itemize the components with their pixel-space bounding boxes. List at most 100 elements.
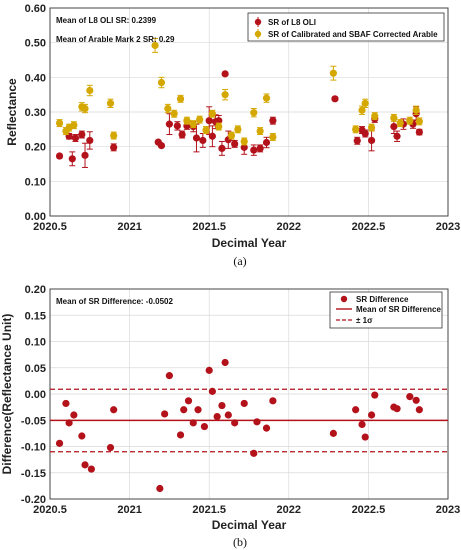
data-point: [269, 117, 277, 125]
data-point: [256, 127, 264, 135]
data-point: [358, 106, 366, 114]
x-axis-label-a: Decimal Year: [212, 236, 287, 250]
data-point: [194, 406, 202, 414]
y-tick-label: 0.10: [25, 176, 46, 188]
y-axis-label-a: Reflectance: [5, 78, 19, 146]
y-tick-label: -0.10: [21, 442, 46, 454]
data-point: [415, 117, 423, 125]
data-point: [81, 151, 89, 159]
data-point: [199, 136, 207, 145]
data-point: [70, 411, 78, 419]
data-point: [231, 140, 239, 148]
data-point: [221, 70, 229, 78]
data-point: [253, 418, 261, 426]
data-point: [412, 106, 420, 114]
x-tick-label: 2021.5: [192, 221, 226, 233]
data-point: [78, 130, 86, 139]
data-point: [208, 132, 216, 140]
data-point: [406, 117, 414, 125]
data-point: [208, 387, 216, 395]
data-point: [227, 131, 236, 140]
data-point: [329, 69, 337, 77]
data-point: [218, 144, 226, 152]
data-point: [250, 146, 258, 154]
x-tick-label: 2021: [117, 504, 141, 516]
y-tick-label: 0.05: [25, 363, 46, 375]
data-point: [173, 122, 181, 130]
data-point: [205, 366, 213, 374]
data-point: [65, 419, 73, 427]
y-tick-label: 0.00: [25, 389, 46, 401]
data-point: [156, 484, 164, 493]
y-tick-label: -0.20: [21, 494, 46, 506]
legend-label-difference: SR Difference: [356, 295, 409, 304]
data-point: [361, 129, 369, 138]
data-point: [202, 126, 210, 134]
y-tick-label: 0.50: [25, 38, 46, 50]
x-ticks-b: 2020.5 2021 2021.5 2022 2022.5 2023: [33, 504, 460, 516]
x-tick-label: 2023: [436, 221, 460, 233]
data-point: [262, 138, 271, 147]
y-tick-label: 0.00: [25, 211, 46, 223]
data-point: [224, 411, 232, 419]
x-tick-label: 2021: [117, 221, 141, 233]
data-point: [110, 143, 118, 151]
data-point: [262, 424, 271, 432]
x-axis-label-b: Decimal Year: [212, 518, 287, 532]
data-point: [215, 117, 223, 125]
legend-label-l8: SR of L8 OLI: [268, 18, 316, 27]
legend-label-arable: SR of Calibrated and SBAF Corrected Arab…: [268, 30, 438, 39]
x-tick-label: 2022: [277, 221, 301, 233]
data-point: [352, 406, 360, 414]
data-point: [86, 136, 94, 145]
y-tick-label: 0.30: [25, 107, 46, 119]
data-point: [205, 117, 213, 125]
data-point: [371, 112, 379, 120]
legend-a: SR of L8 OLI SR of Calibrated and SBAF C…: [247, 12, 445, 42]
y-tick-label: 0.20: [25, 142, 46, 154]
data-point: [68, 155, 76, 163]
y-tick-label: -0.15: [21, 468, 46, 480]
x-tick-label: 2021.5: [192, 504, 226, 516]
x-tick-label: 2022.5: [352, 221, 386, 233]
x-tick-label: 2022.5: [352, 504, 386, 516]
data-point: [240, 399, 248, 408]
data-point: [269, 133, 277, 141]
y-tick-label: 0.15: [25, 310, 46, 322]
data-point: [393, 132, 401, 140]
data-point: [352, 125, 360, 133]
y-ticks-b: -0.20 -0.15 -0.10 -0.05 0.00 0.05 0.10 0.15 0.20: [21, 284, 46, 506]
x-tick-label: 2020.5: [33, 221, 67, 233]
y-tick-label: -0.05: [21, 415, 46, 427]
legend-label-mean: Mean of SR Difference: [356, 305, 441, 314]
data-point: [218, 401, 226, 410]
data-point: [231, 419, 239, 427]
data-point: [164, 104, 172, 113]
data-point: [262, 94, 271, 102]
data-point: [329, 429, 337, 437]
data-point: [106, 443, 115, 452]
data-point: [415, 406, 423, 414]
data-point: [221, 91, 229, 99]
data-point: [234, 125, 242, 133]
y-ticks-a: 0.00 0.10 0.20 0.30 0.40 0.50 0.60: [25, 3, 46, 223]
data-point: [189, 419, 197, 427]
data-point: [184, 397, 193, 405]
data-marks-a: [55, 38, 423, 168]
data-point: [240, 137, 248, 146]
legend-b: SR Difference Mean of SR Difference ± 1σ: [329, 291, 443, 329]
data-point: [176, 431, 185, 439]
data-point: [86, 86, 94, 95]
data-point: [415, 128, 423, 136]
data-point: [165, 372, 173, 380]
data-point: [361, 433, 369, 441]
annotation-mean-difference: Mean of SR Difference: -0.0502: [56, 297, 173, 306]
data-point: [161, 410, 169, 418]
data-marks-b: [55, 358, 423, 493]
data-point: [178, 130, 186, 139]
data-point: [367, 124, 376, 132]
chart-panel-b: -0.20 -0.15 -0.10 -0.05 0.00 0.05 0.10 0.15 0.20…: [0, 284, 460, 549]
data-point: [71, 134, 80, 142]
data-point: [215, 122, 223, 131]
